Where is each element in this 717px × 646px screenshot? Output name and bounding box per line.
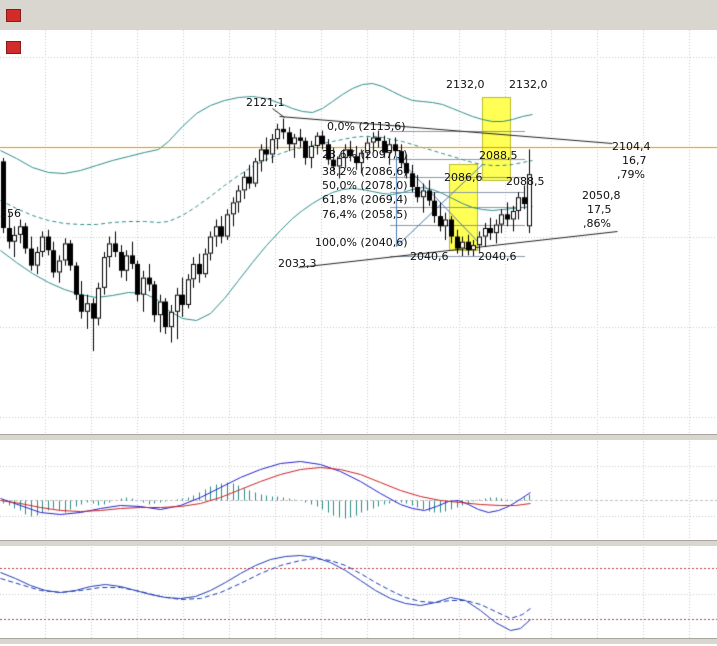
stochastic-panel-canvas[interactable]	[0, 547, 717, 638]
object-marker-icon	[6, 9, 21, 22]
panel-separator[interactable]	[0, 434, 717, 441]
price-chart-canvas[interactable]	[0, 30, 717, 434]
bottom-separator[interactable]	[0, 638, 717, 645]
panel-separator[interactable]	[0, 540, 717, 547]
top-bar	[0, 0, 717, 30]
macd-panel-canvas[interactable]	[0, 441, 717, 540]
object-marker-icon	[6, 41, 21, 54]
